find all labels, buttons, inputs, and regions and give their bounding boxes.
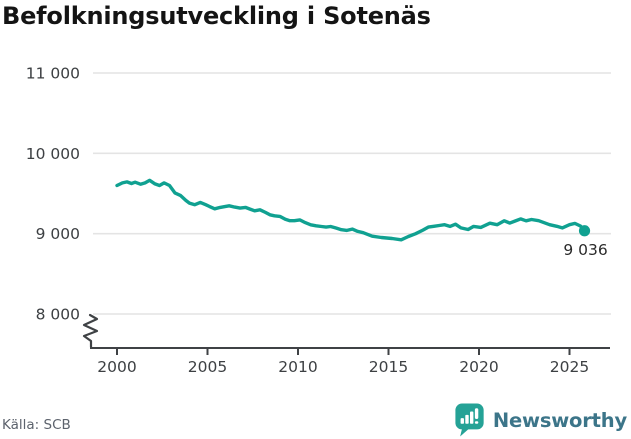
- speech-bubble-shape: [455, 403, 484, 437]
- end-value-label: 9 036: [563, 241, 607, 259]
- x-tick-label-2010: 2010: [278, 358, 317, 376]
- newsworthy-speech-bubble-chart-icon: [455, 403, 484, 437]
- y-tick-label-9000: 9 000: [36, 225, 80, 243]
- y-tick-label-10000: 10 000: [26, 145, 80, 163]
- end-point-marker: [578, 225, 591, 237]
- y-axis-break-squiggle: [82, 313, 99, 349]
- population-line: [115, 178, 587, 242]
- x-tick-label-2000: 2000: [97, 358, 136, 376]
- x-tick-label-2020: 2020: [459, 358, 498, 376]
- newsworthy-logo: Newsworthy: [454, 403, 627, 437]
- x-tick-label-2015: 2015: [369, 358, 408, 376]
- y-tick-label-11000: 11 000: [26, 65, 80, 83]
- newsworthy-wordmark: Newsworthy: [492, 408, 627, 432]
- y-tick-label-8000: 8 000: [36, 306, 80, 324]
- source-note: Källa: SCB: [2, 417, 71, 433]
- x-tick-label-2005: 2005: [188, 358, 227, 376]
- chart-title: Befolkningsutveckling i Sotenäs: [2, 2, 431, 30]
- bar-chart-glyph: [460, 408, 479, 424]
- x-tick-label-2025: 2025: [550, 358, 589, 376]
